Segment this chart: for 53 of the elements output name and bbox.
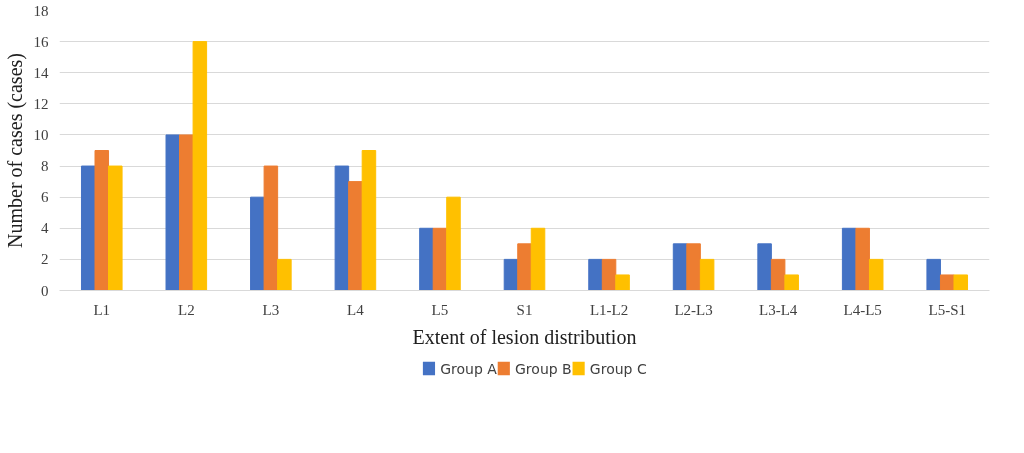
bar (108, 165, 123, 291)
bar (80, 165, 96, 291)
bar (953, 274, 969, 291)
x-tick-label: L2-L3 (674, 301, 713, 318)
y-tick-label: 10 (33, 126, 49, 143)
bar (361, 150, 377, 291)
bar (94, 150, 110, 291)
bar (277, 258, 292, 291)
y-tick-label: 12 (33, 95, 49, 112)
bar (165, 134, 181, 291)
y-tick-label: 16 (33, 33, 49, 50)
bar (686, 243, 701, 291)
y-tick-label: 14 (33, 64, 49, 81)
y-tick-label: 2 (41, 251, 49, 268)
x-axis-title: Extent of lesion distribution (412, 325, 637, 348)
bar (263, 165, 279, 291)
bar (757, 243, 772, 291)
bar (517, 243, 532, 291)
legend-label: Group A (440, 360, 498, 377)
x-tick-label: L3-L4 (758, 301, 798, 318)
bar (615, 274, 630, 291)
y-tick-label: 4 (41, 220, 49, 237)
y-tick-label: 8 (41, 158, 49, 175)
bar (855, 227, 870, 291)
x-tick-label: S1 (516, 301, 533, 318)
x-tick-label: L5-S1 (928, 301, 966, 318)
bar (939, 274, 955, 291)
bar (530, 227, 546, 291)
y-tick-label: 18 (33, 2, 49, 19)
bar (699, 258, 715, 291)
bar (926, 258, 941, 291)
x-tick-label: L1 (93, 301, 111, 318)
bar (588, 258, 603, 291)
x-tick-label: L5 (431, 301, 449, 318)
legend-label: Group B (515, 360, 572, 377)
legend-label: Group C (589, 360, 647, 377)
y-axis-title: Number of cases (cases) (3, 53, 27, 248)
bar (419, 227, 434, 291)
y-tick-label: 0 (41, 282, 49, 299)
x-tick-label: L4-L5 (843, 301, 882, 318)
bar (868, 258, 884, 291)
bar (348, 181, 363, 291)
bar (784, 274, 799, 291)
bar (601, 258, 617, 291)
bar (334, 165, 350, 291)
x-tick-label: L2 (177, 301, 195, 318)
y-tick-label: 6 (41, 189, 49, 206)
bar (446, 196, 461, 291)
x-tick-label: L3 (262, 301, 280, 318)
bar (770, 258, 786, 291)
bar (192, 41, 208, 291)
x-tick-label: L1-L2 (589, 301, 629, 318)
x-tick-label: L4 (347, 301, 365, 318)
